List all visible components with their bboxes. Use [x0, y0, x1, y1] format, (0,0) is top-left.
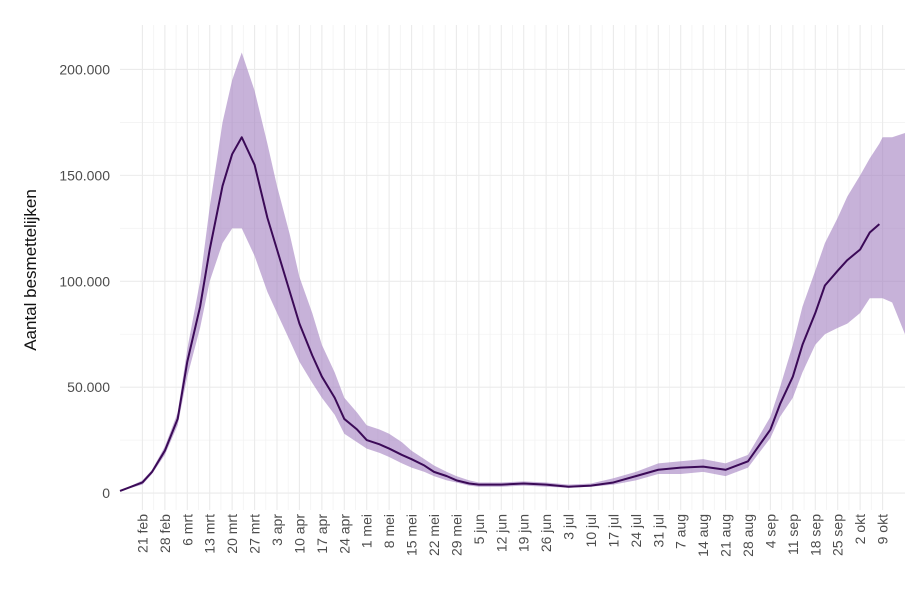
x-tick-label: 15 mei — [404, 514, 420, 556]
x-tick-label: 10 apr — [291, 514, 307, 554]
y-tick-label: 200.000 — [59, 61, 110, 77]
x-tick-label: 31 jul — [650, 514, 666, 547]
x-tick-label: 20 mrt — [224, 514, 240, 554]
x-tick-label: 3 jul — [561, 514, 577, 540]
x-tick-label: 12 jun — [493, 514, 509, 552]
x-tick-label: 6 mrt — [179, 514, 195, 546]
x-tick-label: 13 mrt — [202, 514, 218, 554]
x-tick-label: 10 jul — [583, 514, 599, 547]
x-tick-label: 4 sep — [762, 514, 778, 548]
x-tick-label: 24 jul — [628, 514, 644, 547]
line — [119, 136, 881, 492]
x-tick-label: 8 mei — [381, 514, 397, 548]
x-tick-label: 18 sep — [807, 514, 823, 556]
x-tick-label: 26 jun — [538, 514, 554, 552]
confidence-band — [120, 52, 905, 491]
x-tick-label: 14 aug — [695, 514, 711, 557]
x-tick-label: 2 okt — [852, 514, 868, 544]
x-tick-label: 25 sep — [830, 514, 846, 556]
x-tick-label: 29 mei — [448, 514, 464, 556]
x-tick-label: 3 apr — [269, 514, 285, 546]
x-tick-label: 19 jun — [516, 514, 532, 552]
x-tick-label: 21 aug — [718, 514, 734, 557]
x-tick-label: 17 jul — [605, 514, 621, 547]
y-tick-label: 0 — [102, 485, 110, 501]
x-tick-label: 7 aug — [673, 514, 689, 549]
y-tick-label: 150.000 — [59, 167, 110, 183]
x-tick-label: 9 okt — [875, 514, 891, 544]
x-tick-label: 17 apr — [314, 514, 330, 554]
x-tick-label: 27 mrt — [247, 514, 263, 554]
x-tick-label: 22 mei — [426, 514, 442, 556]
x-tick-label: 1 mei — [359, 514, 375, 548]
x-tick-label: 24 apr — [336, 514, 352, 554]
y-tick-label: 50.000 — [67, 379, 110, 395]
x-tick-label: 5 jun — [471, 514, 487, 544]
y-tick-label: 100.000 — [59, 273, 110, 289]
x-tick-label: 21 feb — [134, 514, 150, 553]
x-tick-label: 28 aug — [740, 514, 756, 557]
y-axis-title: Aantal besmettelijken — [21, 189, 40, 351]
x-tick-label: 28 feb — [157, 514, 173, 553]
x-tick-label: 11 sep — [785, 514, 801, 555]
